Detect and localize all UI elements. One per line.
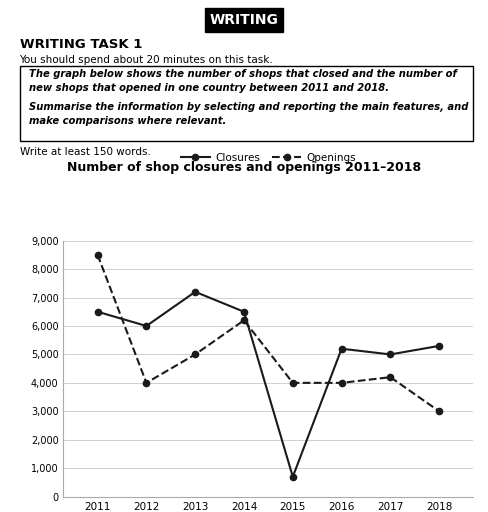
Text: WRITING TASK 1: WRITING TASK 1: [20, 38, 142, 51]
Text: Number of shop closures and openings 2011–2018: Number of shop closures and openings 201…: [67, 161, 421, 174]
Text: The graph below shows the number of shops that closed and the number of
new shop: The graph below shows the number of shop…: [29, 69, 457, 93]
Text: Summarise the information by selecting and reporting the main features, and
make: Summarise the information by selecting a…: [29, 102, 468, 126]
Text: Write at least 150 words.: Write at least 150 words.: [20, 147, 150, 158]
Text: You should spend about 20 minutes on this task.: You should spend about 20 minutes on thi…: [20, 55, 273, 65]
Legend: Closures, Openings: Closures, Openings: [176, 148, 361, 167]
Text: WRITING: WRITING: [209, 13, 279, 27]
